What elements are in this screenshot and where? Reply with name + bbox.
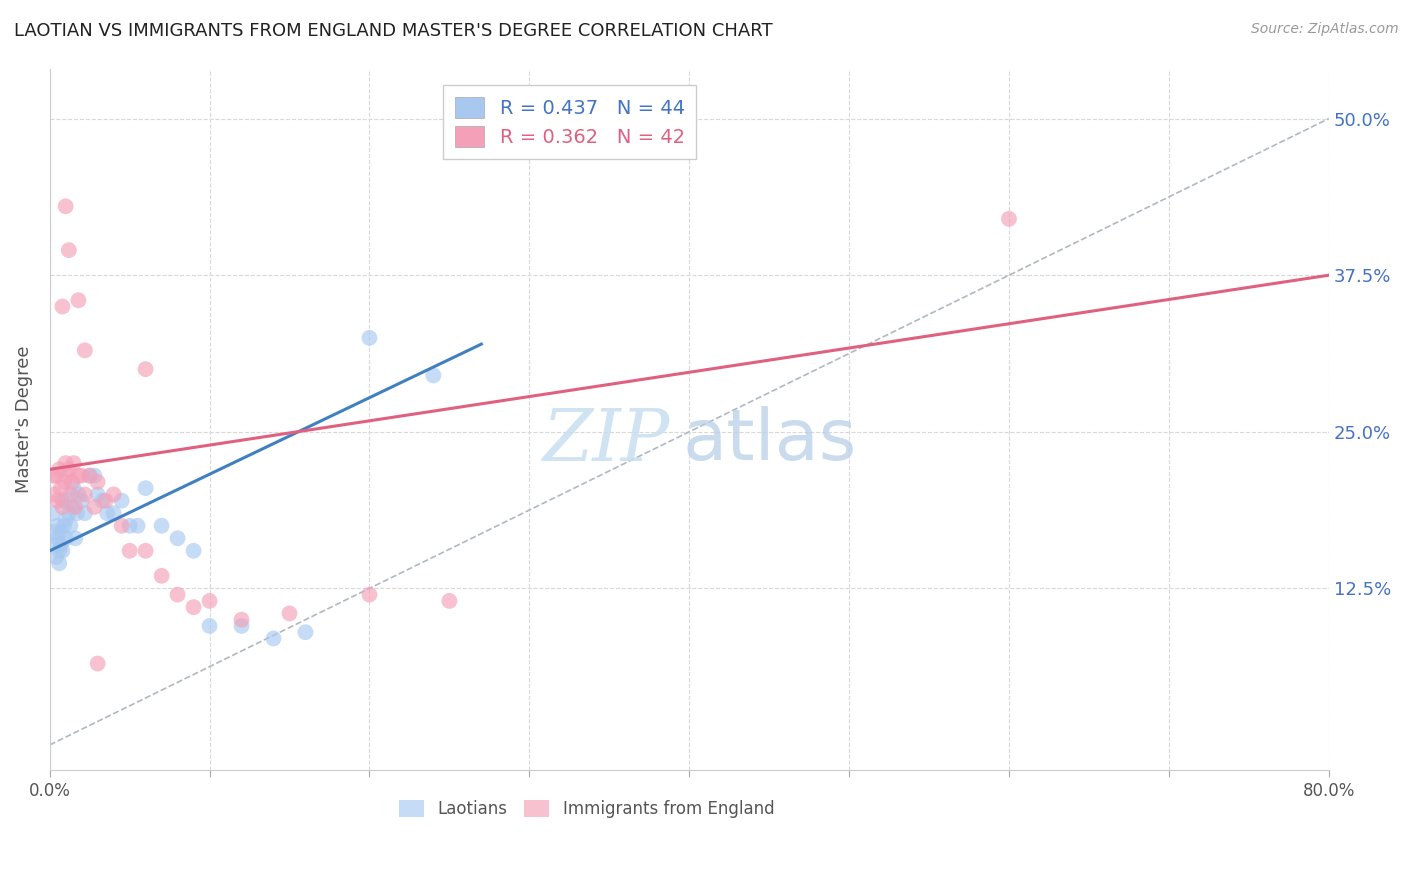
Point: [59, 518, 82, 533]
Point: [53, 475, 76, 489]
Point: [103, 506, 125, 520]
Point: [49, 524, 72, 539]
Point: [83, 468, 105, 483]
Point: [86, 487, 108, 501]
Point: [66, 506, 89, 520]
Point: [49, 481, 72, 495]
Point: [44, 487, 66, 501]
Point: [51, 493, 73, 508]
Point: [231, 619, 253, 633]
Point: [44, 524, 66, 539]
Point: [67, 487, 90, 501]
Text: ZIP: ZIP: [543, 405, 671, 475]
Point: [60, 475, 83, 489]
Point: [359, 588, 381, 602]
Point: [56, 493, 79, 508]
Point: [118, 543, 141, 558]
Point: [150, 569, 173, 583]
Point: [79, 468, 101, 483]
Point: [55, 531, 77, 545]
Point: [55, 456, 77, 470]
Point: [48, 557, 70, 571]
Point: [58, 243, 80, 257]
Point: [86, 657, 108, 671]
Point: [58, 462, 80, 476]
Point: [55, 512, 77, 526]
Point: [278, 607, 301, 621]
Point: [45, 549, 67, 564]
Text: atlas: atlas: [683, 406, 858, 475]
Point: [103, 487, 125, 501]
Point: [70, 468, 93, 483]
Point: [263, 632, 285, 646]
Point: [73, 487, 96, 501]
Point: [96, 506, 118, 520]
Point: [198, 619, 221, 633]
Point: [46, 531, 69, 545]
Point: [65, 531, 87, 545]
Point: [67, 293, 90, 308]
Point: [359, 331, 381, 345]
Point: [53, 518, 76, 533]
Point: [51, 543, 73, 558]
Point: [998, 211, 1021, 226]
Point: [51, 500, 73, 514]
Point: [94, 493, 117, 508]
Point: [65, 500, 87, 514]
Point: [198, 594, 221, 608]
Point: [45, 468, 67, 483]
Point: [55, 199, 77, 213]
Text: Source: ZipAtlas.com: Source: ZipAtlas.com: [1251, 22, 1399, 37]
Point: [135, 543, 157, 558]
Point: [42, 506, 65, 520]
Point: [56, 468, 79, 483]
Point: [231, 613, 253, 627]
Point: [135, 362, 157, 376]
Point: [110, 518, 132, 533]
Legend: Laotians, Immigrants from England: Laotians, Immigrants from England: [392, 793, 782, 825]
Text: LAOTIAN VS IMMIGRANTS FROM ENGLAND MASTER'S DEGREE CORRELATION CHART: LAOTIAN VS IMMIGRANTS FROM ENGLAND MASTE…: [14, 22, 773, 40]
Y-axis label: Master's Degree: Master's Degree: [15, 345, 32, 493]
Point: [91, 493, 114, 508]
Point: [86, 475, 108, 489]
Point: [183, 600, 205, 615]
Point: [294, 625, 316, 640]
Point: [422, 368, 444, 383]
Point: [48, 543, 70, 558]
Point: [62, 481, 84, 495]
Point: [73, 506, 96, 520]
Point: [59, 487, 82, 501]
Point: [49, 537, 72, 551]
Point: [79, 468, 101, 483]
Point: [127, 518, 149, 533]
Point: [45, 537, 67, 551]
Point: [83, 500, 105, 514]
Point: [118, 518, 141, 533]
Point: [42, 468, 65, 483]
Point: [150, 518, 173, 533]
Point: [135, 481, 157, 495]
Point: [73, 343, 96, 358]
Point: [110, 493, 132, 508]
Point: [166, 588, 188, 602]
Point: [183, 543, 205, 558]
Point: [46, 493, 69, 508]
Point: [48, 462, 70, 476]
Point: [70, 493, 93, 508]
Point: [60, 500, 83, 514]
Point: [439, 594, 461, 608]
Point: [46, 518, 69, 533]
Point: [62, 456, 84, 470]
Point: [51, 300, 73, 314]
Point: [166, 531, 188, 545]
Point: [58, 506, 80, 520]
Point: [67, 468, 90, 483]
